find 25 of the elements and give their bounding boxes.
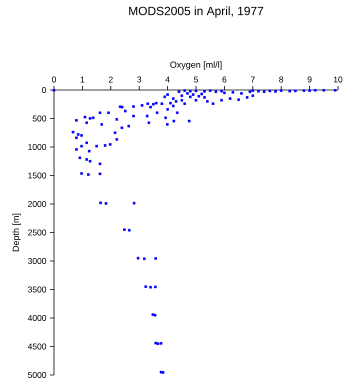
x-tick-label: 0 (52, 76, 56, 82)
y-tick-label: 2000 (28, 201, 46, 207)
y-tick-label: 3500 (28, 286, 46, 292)
y-tick-label: 500 (32, 116, 46, 122)
y-tick-label: 2500 (28, 230, 46, 236)
x-tick-label: 6 (222, 76, 226, 82)
x-tick-label: 5 (194, 76, 198, 82)
x-tick-label: 9 (308, 76, 312, 82)
x-tick-label: 7 (250, 76, 255, 82)
y-tick-label: 0 (42, 87, 46, 93)
y-tick-label: 5000 (28, 372, 46, 378)
y-tick-label: 1000 (28, 144, 46, 150)
x-tick-label: 8 (279, 76, 284, 82)
x-tick-label: 10 (334, 76, 342, 82)
y-tick-label: 4500 (28, 344, 46, 350)
y-tick-label: 1500 (28, 172, 46, 178)
x-tick-label: 2 (108, 76, 113, 82)
y-axis-title: Depth [m] (12, 214, 21, 252)
x-axis-title: Oxygen [ml/l] (170, 61, 222, 70)
x-tick-label: 3 (137, 76, 142, 82)
y-tick-label: 4000 (28, 315, 46, 321)
y-tick-label: 3000 (28, 258, 46, 264)
x-tick-label: 4 (165, 76, 170, 82)
chart-title: MODS2005 in April, 1977 (129, 6, 264, 18)
x-tick-label: 1 (80, 76, 84, 82)
